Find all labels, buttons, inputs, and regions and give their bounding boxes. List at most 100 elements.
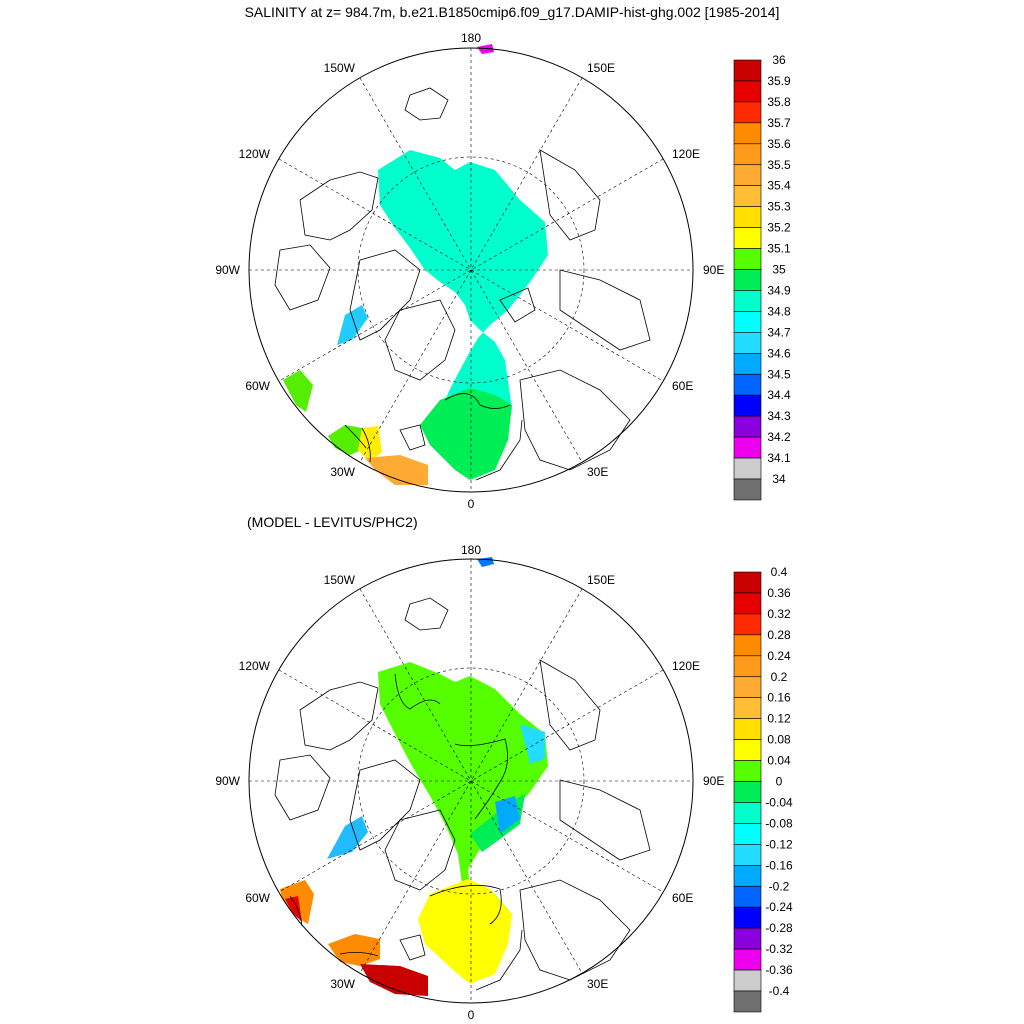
top-colorbar-box bbox=[733, 373, 762, 396]
top-colorbar-label: 34.1 bbox=[767, 451, 791, 465]
bottom-lon-label-30w: 30W bbox=[330, 977, 355, 991]
bottom-colorbar-box bbox=[733, 781, 762, 803]
top-region-atlantic-yellow bbox=[358, 426, 382, 462]
top-colorbar-label: 34.5 bbox=[767, 367, 791, 381]
top-lon-label-30e: 30E bbox=[587, 465, 608, 479]
top-graticule bbox=[249, 48, 693, 492]
top-colorbar-box bbox=[733, 206, 762, 228]
top-colorbar-box bbox=[733, 59, 762, 82]
bottom-colorbar-box bbox=[733, 592, 762, 615]
top-colorbar-box bbox=[733, 457, 762, 480]
top-lon-label-90w: 90W bbox=[215, 263, 240, 277]
bottom-lon-label-150e: 150E bbox=[587, 573, 615, 587]
top-region-baffin bbox=[337, 305, 368, 345]
difference-panel-title: (MODEL - LEVITUS/PHC2) bbox=[247, 514, 418, 530]
bottom-colorbar-box bbox=[733, 613, 762, 636]
top-map-boundary bbox=[248, 47, 694, 493]
bottom-colorbar-label: -0.2 bbox=[769, 879, 790, 893]
bottom-lon-label-60w: 60W bbox=[245, 891, 270, 905]
bottom-colorbar-label: 0.4 bbox=[771, 565, 788, 579]
bottom-region-baffin-diff bbox=[327, 816, 368, 859]
bottom-colorbar-label: -0.24 bbox=[765, 900, 793, 914]
top-colorbar-box bbox=[733, 122, 762, 145]
top-lon-label-90e: 90E bbox=[703, 263, 724, 277]
bottom-lon-label-180: 180 bbox=[461, 543, 481, 557]
top-colorbar-label: 35.6 bbox=[767, 137, 791, 151]
top-colorbar-label: 34 bbox=[772, 472, 786, 486]
top-colorbar-label: 35.5 bbox=[767, 158, 791, 172]
bottom-colorbar-box bbox=[733, 927, 762, 950]
bottom-region-bering-diff bbox=[477, 557, 494, 567]
top-region-atlantic-orange bbox=[365, 455, 428, 485]
top-colorbar-box bbox=[733, 164, 762, 187]
bottom-region-atlantic-red bbox=[360, 964, 428, 996]
bottom-colorbar-box bbox=[733, 948, 762, 971]
bottom-lon-label-90e: 90E bbox=[703, 774, 724, 788]
top-map-panel: 180 0 90W 90E 150W 120W 150E 120E 60W 30… bbox=[215, 31, 791, 510]
bottom-region-labrador-red bbox=[285, 896, 302, 922]
bottom-colorbar-label: 0.32 bbox=[767, 607, 791, 621]
bottom-colorbar-box bbox=[733, 844, 762, 866]
top-colorbar-label: 35.9 bbox=[767, 74, 791, 88]
bottom-colorbar-box bbox=[733, 718, 762, 740]
bottom-graticule bbox=[249, 559, 693, 1003]
top-colorbar-label: 35.7 bbox=[767, 116, 791, 130]
bottom-colorbar-box bbox=[733, 760, 762, 782]
top-colorbar-label: 34.6 bbox=[767, 346, 791, 360]
figure-title: SALINITY at z= 984.7m, b.e21.B1850cmip6.… bbox=[244, 4, 780, 20]
top-colorbar-label: 36 bbox=[772, 53, 786, 67]
bottom-colorbar-label: 0.16 bbox=[767, 691, 791, 705]
top-lon-label-0: 0 bbox=[468, 497, 475, 510]
top-lon-label-120w: 120W bbox=[239, 147, 271, 161]
top-lon-label-60e: 60E bbox=[672, 379, 693, 393]
top-colorbar-box bbox=[733, 394, 762, 417]
top-colorbar-label: 35.8 bbox=[767, 95, 791, 109]
bottom-colorbar-label: -0.16 bbox=[765, 858, 793, 872]
bottom-colorbar-label: 0.28 bbox=[767, 628, 791, 642]
bottom-region-central-green bbox=[378, 662, 548, 929]
bottom-lon-label-0: 0 bbox=[468, 1008, 475, 1022]
bottom-colorbar-label: -0.4 bbox=[769, 984, 790, 998]
bottom-lon-label-30e: 30E bbox=[587, 977, 608, 991]
top-salinity-fields bbox=[283, 44, 548, 485]
top-colorbar-box bbox=[733, 101, 762, 124]
bottom-colorbar-label: 0 bbox=[776, 775, 783, 789]
bottom-colorbar-box bbox=[733, 823, 762, 845]
bottom-map-boundary bbox=[248, 558, 694, 1004]
bottom-region-nordic-yellow bbox=[418, 879, 512, 984]
bottom-colorbar-box bbox=[733, 739, 762, 761]
top-colorbar-label: 35 bbox=[772, 263, 786, 277]
bottom-colorbar-label: 0.12 bbox=[767, 712, 791, 726]
bottom-colorbar-box bbox=[733, 906, 762, 929]
top-colorbar-box bbox=[733, 80, 762, 103]
top-colorbar-label: 35.1 bbox=[767, 242, 791, 256]
bottom-lon-label-90w: 90W bbox=[215, 774, 240, 788]
bottom-map-panel: 180 0 90W 90E 150W 120W 150E 120E 60W 30… bbox=[215, 543, 793, 1022]
bottom-colorbar-label: -0.36 bbox=[765, 963, 793, 977]
top-colorbar-box bbox=[733, 143, 762, 166]
bottom-region-atlantic-orange bbox=[328, 934, 380, 966]
top-colorbar-label: 34.3 bbox=[767, 409, 791, 423]
top-colorbar-box bbox=[733, 436, 762, 459]
bottom-colorbar-box bbox=[733, 990, 762, 1013]
bottom-colorbar: 0.4 0.36 0.32 0.28 0.24 0.2 0.16 0.12 0.08 0.04 0 -… bbox=[733, 565, 793, 1013]
top-region-labrador bbox=[283, 370, 313, 412]
top-lon-label-30w: 30W bbox=[330, 465, 355, 479]
bottom-colorbar-box bbox=[733, 802, 762, 824]
bottom-colorbar-box bbox=[733, 885, 762, 908]
bottom-colorbar-box bbox=[733, 655, 762, 678]
bottom-colorbar-label: -0.12 bbox=[765, 837, 793, 851]
bottom-lon-label-120w: 120W bbox=[239, 659, 271, 673]
bottom-lon-label-150w: 150W bbox=[324, 573, 356, 587]
top-colorbar-box bbox=[733, 290, 762, 312]
top-colorbar-label: 34.8 bbox=[767, 304, 791, 318]
top-colorbar-box bbox=[733, 478, 762, 501]
top-colorbar-box bbox=[733, 227, 762, 249]
top-colorbar-box bbox=[733, 332, 762, 354]
top-colorbar-label: 35.4 bbox=[767, 179, 791, 193]
top-colorbar-box bbox=[733, 415, 762, 438]
bottom-colorbar-box bbox=[733, 571, 762, 594]
bottom-colorbar-label: -0.28 bbox=[765, 921, 793, 935]
top-colorbar-label: 34.4 bbox=[767, 388, 791, 402]
bottom-colorbar-box bbox=[733, 697, 762, 719]
